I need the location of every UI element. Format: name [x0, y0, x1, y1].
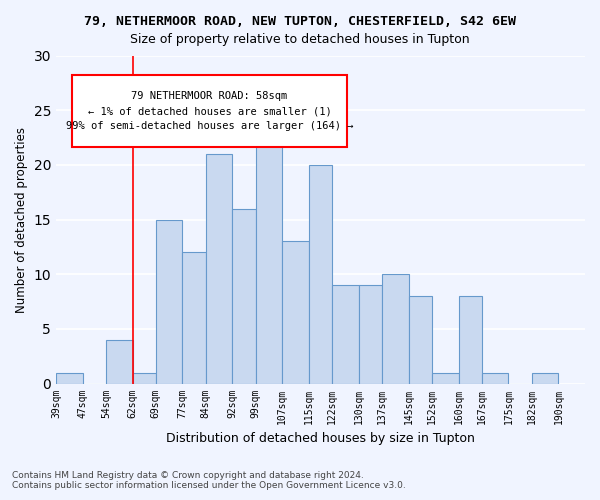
Bar — [106, 340, 133, 384]
Bar — [458, 296, 482, 384]
Bar — [56, 372, 83, 384]
Bar — [309, 165, 332, 384]
Bar — [256, 121, 282, 384]
Bar — [382, 274, 409, 384]
Bar — [482, 372, 508, 384]
Bar — [432, 372, 458, 384]
Bar — [409, 296, 432, 384]
Bar — [359, 285, 382, 384]
Bar — [332, 285, 359, 384]
Bar — [133, 372, 156, 384]
Text: 79 NETHERMOOR ROAD: 58sqm
← 1% of detached houses are smaller (1)
99% of semi-de: 79 NETHERMOOR ROAD: 58sqm ← 1% of detach… — [65, 92, 353, 131]
X-axis label: Distribution of detached houses by size in Tupton: Distribution of detached houses by size … — [166, 432, 475, 445]
Text: Size of property relative to detached houses in Tupton: Size of property relative to detached ho… — [130, 32, 470, 46]
Bar — [532, 372, 559, 384]
Text: 79, NETHERMOOR ROAD, NEW TUPTON, CHESTERFIELD, S42 6EW: 79, NETHERMOOR ROAD, NEW TUPTON, CHESTER… — [84, 15, 516, 28]
Bar — [232, 208, 256, 384]
Bar — [156, 220, 182, 384]
Bar — [182, 252, 206, 384]
Y-axis label: Number of detached properties: Number of detached properties — [15, 126, 28, 312]
Bar — [206, 154, 232, 384]
Text: Contains HM Land Registry data © Crown copyright and database right 2024.
Contai: Contains HM Land Registry data © Crown c… — [12, 470, 406, 490]
Bar — [282, 242, 309, 384]
FancyBboxPatch shape — [72, 75, 347, 148]
